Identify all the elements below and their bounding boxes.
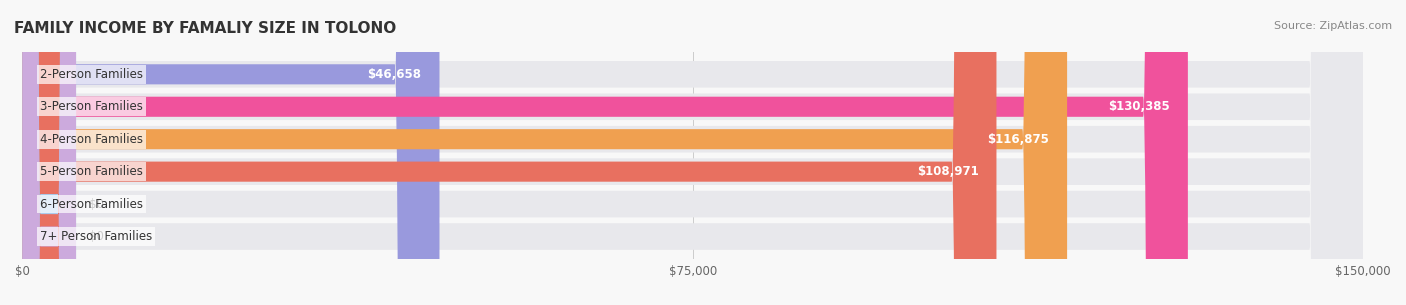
Text: $116,875: $116,875 bbox=[987, 133, 1049, 146]
Text: 5-Person Families: 5-Person Families bbox=[41, 165, 143, 178]
Text: 6-Person Families: 6-Person Families bbox=[41, 198, 143, 210]
Text: $130,385: $130,385 bbox=[1108, 100, 1170, 113]
FancyBboxPatch shape bbox=[22, 0, 1364, 305]
Text: 4-Person Families: 4-Person Families bbox=[41, 133, 143, 146]
Text: 7+ Person Families: 7+ Person Families bbox=[41, 230, 153, 243]
FancyBboxPatch shape bbox=[22, 0, 997, 305]
FancyBboxPatch shape bbox=[22, 0, 1188, 305]
FancyBboxPatch shape bbox=[22, 0, 76, 305]
FancyBboxPatch shape bbox=[22, 0, 1364, 305]
Text: 3-Person Families: 3-Person Families bbox=[41, 100, 143, 113]
Text: $46,658: $46,658 bbox=[367, 68, 422, 81]
FancyBboxPatch shape bbox=[22, 0, 1364, 305]
Text: FAMILY INCOME BY FAMALIY SIZE IN TOLONO: FAMILY INCOME BY FAMALIY SIZE IN TOLONO bbox=[14, 21, 396, 36]
Text: $0: $0 bbox=[90, 230, 104, 243]
FancyBboxPatch shape bbox=[22, 0, 76, 305]
Text: $0: $0 bbox=[90, 198, 104, 210]
Text: Source: ZipAtlas.com: Source: ZipAtlas.com bbox=[1274, 21, 1392, 31]
Text: 2-Person Families: 2-Person Families bbox=[41, 68, 143, 81]
FancyBboxPatch shape bbox=[22, 0, 1067, 305]
FancyBboxPatch shape bbox=[22, 0, 440, 305]
Text: $108,971: $108,971 bbox=[917, 165, 979, 178]
FancyBboxPatch shape bbox=[22, 0, 1364, 305]
FancyBboxPatch shape bbox=[22, 0, 1364, 305]
FancyBboxPatch shape bbox=[22, 0, 1364, 305]
